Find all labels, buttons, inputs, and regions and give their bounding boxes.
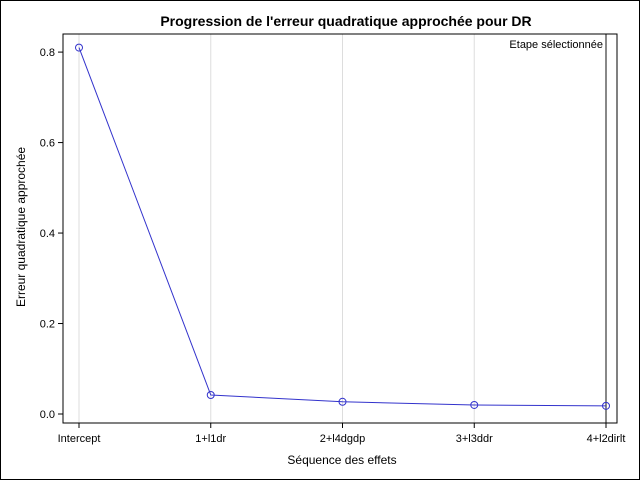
y-axis: 0.0 0.2 0.4 0.6 0.8: [40, 47, 63, 421]
x-tick-label: 3+l3ddr: [456, 433, 493, 445]
data-point: [206, 391, 215, 399]
y-tick-label: 0.4: [40, 228, 55, 240]
chart-title: Progression de l'erreur quadratique appr…: [160, 13, 531, 29]
y-tick-label: 0.0: [40, 409, 55, 421]
y-axis-label: Erreur quadratique approchée: [14, 147, 28, 307]
selected-step-label: Etape sélectionnée: [509, 39, 603, 51]
series-points: [75, 43, 610, 410]
x-tick-label: 4+l2dirlt: [587, 433, 626, 445]
y-tick-label: 0.6: [40, 138, 55, 150]
series-line: [78, 47, 607, 407]
x-tick-label: Intercept: [58, 433, 101, 445]
data-point: [338, 397, 347, 406]
plot-area: [62, 33, 618, 424]
x-axis: Intercept 1+l1dr 2+l4dgdp 3+l3ddr 4+l2dirlt: [58, 423, 626, 445]
x-tick-label: 1+l1dr: [195, 433, 226, 445]
x-tick-label: 2+l4dgdp: [320, 433, 366, 445]
data-point: [602, 401, 610, 410]
data-point: [470, 400, 479, 409]
y-tick-label: 0.8: [40, 47, 55, 59]
y-tick-label: 0.2: [40, 319, 55, 331]
data-point: [75, 43, 83, 52]
grid-lines: [78, 34, 475, 423]
x-axis-label: Séquence des effets: [287, 453, 396, 467]
